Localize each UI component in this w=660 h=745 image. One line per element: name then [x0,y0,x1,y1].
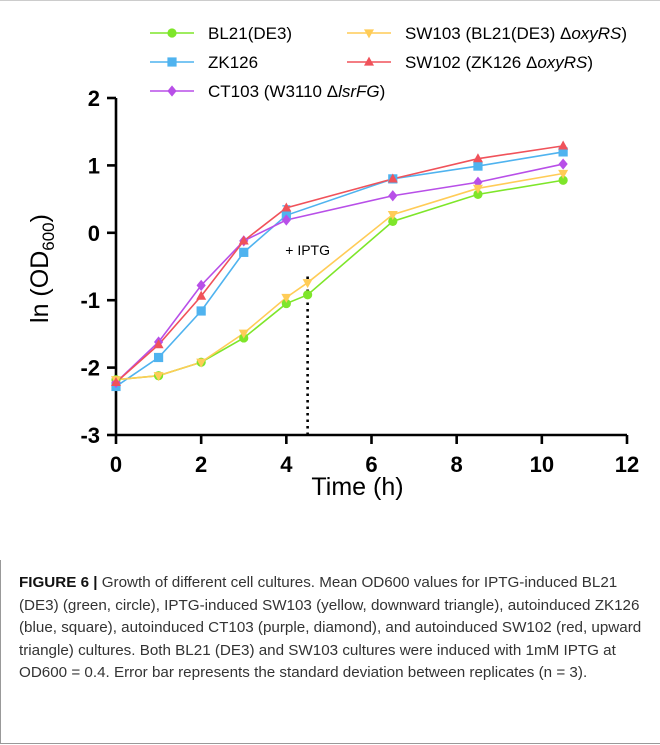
data-point [388,216,398,226]
data-point [111,377,121,387]
y-tick-label: 0 [88,221,100,246]
data-point [303,290,313,300]
x-axis-label: Time (h) [311,473,403,501]
x-tick-label: 10 [530,452,554,477]
data-point [196,290,207,300]
x-tick-label: 8 [451,452,463,477]
caption-text: Growth of different cell cultures. Mean … [19,574,642,681]
data-point [196,358,207,368]
frame-top-line [0,0,660,1]
data-point [558,169,569,179]
data-point [196,279,206,291]
data-point [387,211,398,221]
data-point [153,339,164,349]
data-point [196,306,206,316]
legend-entry: SW103 (BL21(DE3) ΔoxyRS) [405,24,627,43]
data-point [153,352,164,363]
series-line [115,172,564,381]
y-axis-label: ln (OD600) [26,214,58,323]
caption-box: FIGURE 6 | Growth of different cell cult… [0,560,660,744]
data-point [153,372,164,382]
data-point [238,235,249,245]
legend-marker [364,56,374,66]
legend-marker [167,85,177,97]
x-tick-label: 0 [110,452,122,477]
data-point [281,202,292,212]
x-tick-label: 4 [280,452,293,477]
data-point [388,190,398,202]
figure-caption: FIGURE 6 | Growth of different cell cult… [19,572,644,685]
data-point [281,293,292,303]
data-point [281,214,291,226]
caption-label: FIGURE 6 | [19,574,98,591]
data-point [558,140,569,150]
data-point [558,147,568,157]
y-tick-label: -1 [80,288,100,313]
data-point [239,247,249,257]
y-tick-label: 1 [88,153,100,178]
data-point [558,175,568,185]
series-line [115,179,564,381]
data-point [387,173,398,183]
y-tick-label: 2 [88,86,100,111]
y-tick-label: -3 [80,423,100,448]
legend-marker [167,57,177,67]
iptg-annotation: + IPTG [285,242,330,258]
data-point [472,184,483,194]
data-point [473,161,483,171]
x-tick-label: 6 [365,452,377,477]
data-point [281,298,291,309]
legend-marker [167,28,177,38]
legend-entry: BL21(DE3) [208,24,292,43]
series-line [115,151,564,388]
series-line [115,145,564,384]
series-line [115,163,564,384]
legend-entry: CT103 (W3110 ΔlsrFG) [208,82,385,101]
x-tick-label: 12 [615,452,639,477]
legend-marker [364,29,374,39]
legend-entry: ZK126 [208,53,258,72]
data-point [558,158,568,170]
data-point [238,329,249,339]
legend-entry: SW102 (ZK126 ΔoxyRS) [405,53,593,72]
data-point [473,189,483,199]
x-tick-label: 2 [195,452,207,477]
y-tick-label: -2 [80,356,100,381]
data-point [302,279,313,289]
data-point [472,153,483,163]
